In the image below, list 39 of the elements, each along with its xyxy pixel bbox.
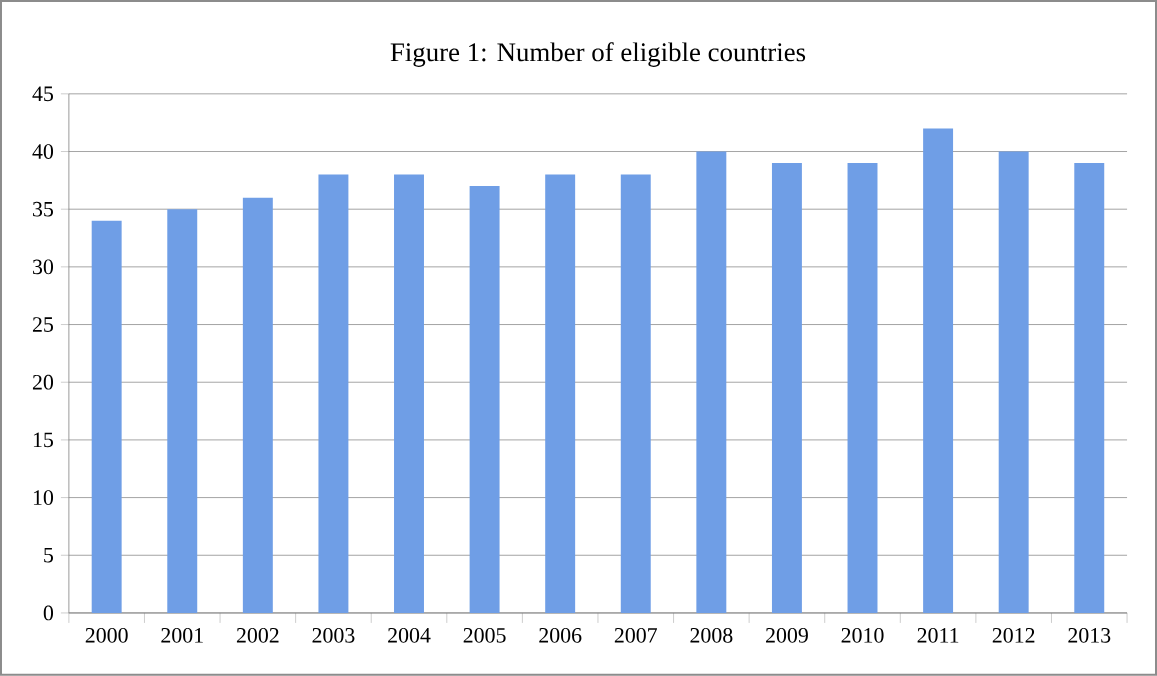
x-tick-label: 2012 <box>992 628 1035 643</box>
x-tick-label: 2013 <box>1068 628 1111 643</box>
bar <box>998 151 1029 614</box>
x-tick-label: 2007 <box>614 628 657 643</box>
bar <box>1074 163 1105 614</box>
y-tick-label: 45 <box>32 86 53 102</box>
bar <box>394 174 424 614</box>
x-tick-label: 2008 <box>690 628 733 643</box>
x-tick-label: 2006 <box>539 628 582 643</box>
bar <box>923 128 954 614</box>
bar <box>696 151 727 614</box>
bar <box>242 197 273 614</box>
x-tick-label: 2005 <box>463 628 506 643</box>
y-tick-label: 30 <box>33 259 54 275</box>
bar <box>545 174 576 614</box>
y-tick-label: 20 <box>32 374 54 390</box>
bar <box>771 163 802 614</box>
x-tick-label: 2010 <box>841 628 884 643</box>
x-tick-label: 2001 <box>161 628 203 643</box>
x-tick-label: 2011 <box>917 628 959 643</box>
x-tick-label: 2009 <box>766 628 808 643</box>
y-tick-label: 35 <box>33 201 53 217</box>
bar <box>167 209 198 614</box>
y-tick-label: 15 <box>33 432 53 448</box>
x-tick-label: 2000 <box>85 628 128 643</box>
x-tick-label: 2002 <box>236 628 279 643</box>
bar <box>847 163 878 614</box>
y-tick-label: 10 <box>33 490 54 506</box>
y-tick-label: 25 <box>32 317 53 332</box>
x-tick-label: 2003 <box>312 628 355 643</box>
bar <box>469 186 500 614</box>
chart-title: Figure 1: Number of eligible countries <box>390 42 806 67</box>
x-tick-label: 2004 <box>388 628 431 643</box>
y-tick-label: 0 <box>43 605 54 621</box>
y-tick-label: 5 <box>44 548 53 563</box>
bar <box>620 174 651 614</box>
bar <box>91 220 122 614</box>
bar <box>318 174 349 614</box>
y-tick-label: 40 <box>32 144 54 159</box>
